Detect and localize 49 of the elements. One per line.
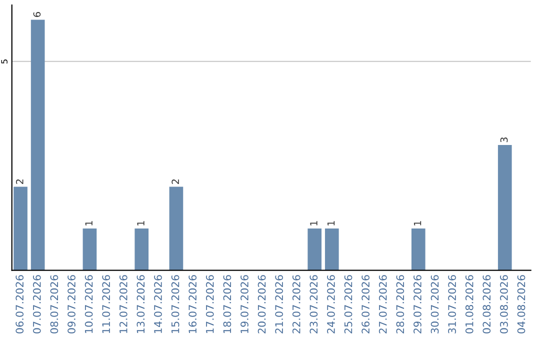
x-tick-label: 26.07.2026 xyxy=(362,275,370,334)
bar xyxy=(169,186,184,270)
x-tick-label: 10.07.2026 xyxy=(84,275,93,333)
bar xyxy=(134,228,149,270)
bar xyxy=(324,228,339,270)
x-tick-label: 31.07.2026 xyxy=(448,275,456,334)
x-tick-label: 03.08.2026 xyxy=(500,275,508,334)
x-tick-label: 06.07.2026 xyxy=(16,275,24,334)
x-tick-label: 14.07.2026 xyxy=(154,275,162,333)
data-label: 6 xyxy=(33,12,41,17)
x-tick-label: 17.07.2026 xyxy=(206,275,214,333)
data-label: 2 xyxy=(172,179,179,184)
data-label: 1 xyxy=(137,221,144,226)
bar xyxy=(308,228,322,270)
x-tick-label: 08.07.2026 xyxy=(50,275,58,334)
x-tick-label: 24.07.2026 xyxy=(327,275,335,334)
y-tick-label: 5 xyxy=(1,60,8,64)
x-tick-label: 22.07.2026 xyxy=(292,275,300,334)
x-tick-label: 07.07.2026 xyxy=(32,275,41,334)
x-tick-label: 27.07.2026 xyxy=(378,275,387,334)
x-tick-label: 18.07.2026 xyxy=(223,275,232,333)
x-tick-label: 28.07.2026 xyxy=(396,275,404,334)
x-tick-label: 02.08.2026 xyxy=(482,275,491,334)
bar xyxy=(30,20,45,270)
x-tick-label: 20.07.2026 xyxy=(258,275,266,334)
data-label: 1 xyxy=(310,221,318,226)
x-tick-label: 01.08.2026 xyxy=(465,275,474,334)
x-tick-label: 29.07.2026 xyxy=(414,275,422,334)
x-tick-label: 15.07.2026 xyxy=(171,275,180,333)
bar xyxy=(498,145,512,270)
x-tick-label: 16.07.2026 xyxy=(188,275,197,333)
data-label: 1 xyxy=(414,221,422,226)
x-tick-label: 04.08.2026 xyxy=(517,275,526,334)
data-label: 1 xyxy=(85,221,92,226)
x-tick-label: 23.07.2026 xyxy=(310,275,318,334)
data-label: 3 xyxy=(500,138,508,142)
x-tick-label: 12.07.2026 xyxy=(119,275,128,333)
x-tick-label: 09.07.2026 xyxy=(68,275,76,334)
x-tick-label: 25.07.2026 xyxy=(344,275,352,334)
x-tick-label: 11.07.2026 xyxy=(102,275,110,333)
x-tick-label: 19.07.2026 xyxy=(240,275,248,333)
x-tick-label: 30.07.2026 xyxy=(430,275,439,334)
x-tick-label: 21.07.2026 xyxy=(275,275,284,334)
data-label: 1 xyxy=(327,221,335,226)
bar xyxy=(82,228,97,270)
x-tick-label: 13.07.2026 xyxy=(136,275,145,333)
bar xyxy=(411,228,426,270)
bar xyxy=(14,186,28,270)
data-label: 2 xyxy=(16,179,24,184)
